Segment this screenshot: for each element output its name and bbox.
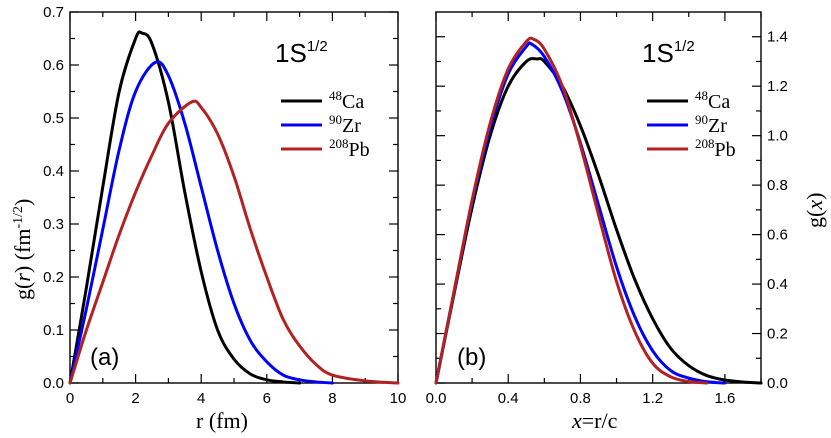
panel-a-y-axis-title: g(r) (fm-1/2) [10, 199, 35, 300]
panel-a-ytick-label-6: 0.6 [43, 57, 64, 74]
panel-b-ytick-label-2: 0.4 [767, 276, 788, 293]
panel-a-ytick-label-7: 0.7 [43, 4, 64, 21]
panel-a-ytick-label-4: 0.4 [43, 163, 64, 180]
panel-b-ytick-label-4: 0.8 [767, 177, 788, 194]
panel-a-xtick-label-4: 8 [328, 390, 336, 407]
panel-a-legend: 48Ca 90Zr 208Pb [281, 88, 370, 161]
panel-b-curve-pb [434, 36, 709, 385]
legend-b-ca-label: 48Ca [695, 88, 730, 113]
panel-a-xtick-label-3: 6 [263, 390, 271, 407]
panel-b-legend: 48Ca 90Zr 208Pb [647, 88, 736, 161]
panel-a-ytick-label-3: 0.3 [43, 216, 64, 233]
panel-b-state-label: 1S1/2 [642, 38, 695, 68]
panel-b-xtick-label-3: 1.2 [642, 390, 663, 407]
legend-a-ca-label: 48Ca [329, 88, 364, 113]
panel-b-ytick-label-1: 0.2 [767, 326, 788, 343]
panel-a-xtick-label-2: 4 [197, 390, 205, 407]
panel-b-xtick-label-4: 1.6 [714, 390, 735, 407]
panel-b: 0.0 0.4 0.8 1.2 1.6 0.0 0.2 0.4 0.6 0.8 1.0 1.2 1.4… [426, 11, 827, 433]
panel-a-curve-ca [68, 30, 302, 385]
panel-a-label: (a) [90, 344, 119, 371]
panel-b-xtick-label-2: 0.8 [570, 390, 591, 407]
panel-b-curve-zr [434, 41, 727, 385]
panel-b-xtick-label-1: 0.4 [498, 390, 519, 407]
legend-b-zr-label: 90Zr [695, 112, 727, 137]
panel-b-ytick-label-5: 1.0 [767, 128, 788, 145]
panel-a-curve-pb [68, 99, 400, 385]
legend-a-pb-label: 208Pb [329, 136, 370, 161]
panel-b-curve-ca [434, 57, 763, 385]
panel-a-ytick-label-5: 0.5 [43, 110, 64, 127]
panel-b-ytick-label-7: 1.4 [767, 29, 788, 46]
panel-b-ytick-label-6: 1.2 [767, 78, 788, 95]
panel-a-x-axis-title: r (fm) [196, 408, 248, 433]
panel-a-frame [69, 11, 399, 384]
panel-a: 0 2 4 6 8 10 0.0 0.1 0.2 0.3 0.4 0.5 0.6 0.7 1S1/2 4… [10, 4, 406, 433]
panel-a-xtick-label-0: 0 [66, 390, 74, 407]
panel-b-label: (b) [457, 344, 486, 371]
panel-a-ytick-label-2: 0.2 [43, 269, 64, 286]
panel-a-curve-zr [68, 60, 334, 385]
panel-b-x-axis-title: x=r/c [571, 408, 618, 433]
panel-a-ytick-label-1: 0.1 [43, 322, 64, 339]
panel-a-ytick-label-0: 0.0 [43, 375, 64, 392]
panel-a-xtick-label-5: 10 [390, 390, 407, 407]
panel-b-ytick-label-0: 0.0 [767, 375, 788, 392]
panel-a-xtick-label-1: 2 [131, 390, 139, 407]
panel-b-xtick-label-0: 0.0 [426, 390, 447, 407]
panel-a-state-label: 1S1/2 [275, 38, 328, 68]
panel-b-ytick-label-3: 0.6 [767, 227, 788, 244]
panel-b-frame [435, 11, 762, 384]
legend-a-zr-label: 90Zr [329, 112, 361, 137]
panel-b-y-axis-title: g(x) [802, 193, 827, 228]
legend-b-pb-label: 208Pb [695, 136, 736, 161]
